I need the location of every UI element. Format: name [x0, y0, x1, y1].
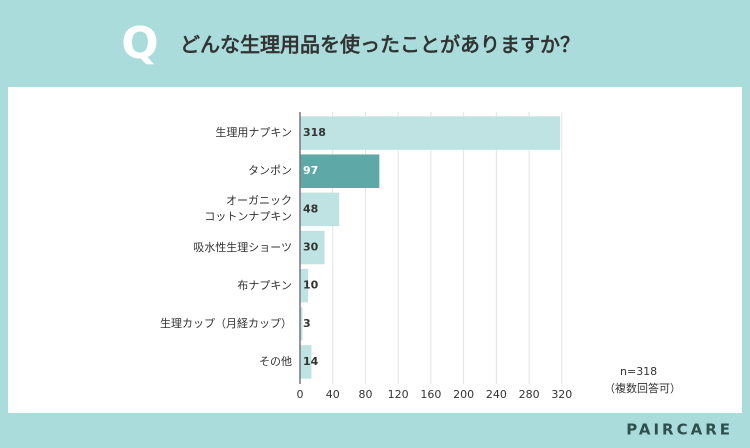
- x-tick-label: 120: [388, 388, 409, 401]
- category-label: 生理用ナプキン: [215, 126, 292, 140]
- value-label: 48: [303, 202, 318, 215]
- x-tick-label: 240: [486, 388, 507, 401]
- bar: [300, 116, 561, 150]
- x-tick-label: 280: [519, 388, 540, 401]
- x-tick-label: 80: [358, 388, 372, 401]
- x-tick-label: 320: [551, 388, 572, 401]
- value-label: 97: [303, 164, 318, 177]
- category-label: 生理カップ（月経カップ）: [160, 316, 292, 330]
- x-tick-label: 40: [326, 388, 340, 401]
- category-label: 吸水性生理ショーツ: [193, 240, 292, 254]
- category-label: タンポン: [248, 164, 292, 178]
- bar: [300, 345, 312, 379]
- bar: [300, 154, 380, 188]
- bar: [300, 192, 340, 227]
- value-label: 30: [303, 241, 319, 254]
- x-tick-label: 0: [297, 388, 304, 401]
- bar: [300, 230, 325, 265]
- bar: [300, 268, 309, 303]
- annotation: （複数回答可）: [604, 381, 681, 395]
- value-label: 318: [303, 126, 326, 139]
- category-label: 布ナプキン: [237, 278, 292, 292]
- bar: [300, 307, 303, 341]
- brand: PAIRCARE: [626, 421, 733, 439]
- annotation: n=318: [620, 365, 657, 378]
- category-label: オーガニック コットンナプキン: [204, 194, 292, 224]
- q-mark: Q: [121, 18, 158, 69]
- value-label: 14: [303, 355, 319, 368]
- title: どんな生理用品を使ったことがありますか？: [180, 33, 580, 57]
- value-label: 10: [303, 279, 319, 292]
- x-tick-label: 160: [420, 388, 441, 401]
- value-label: 3: [303, 317, 311, 330]
- x-tick-label: 200: [453, 388, 474, 401]
- category-label: その他: [259, 354, 292, 368]
